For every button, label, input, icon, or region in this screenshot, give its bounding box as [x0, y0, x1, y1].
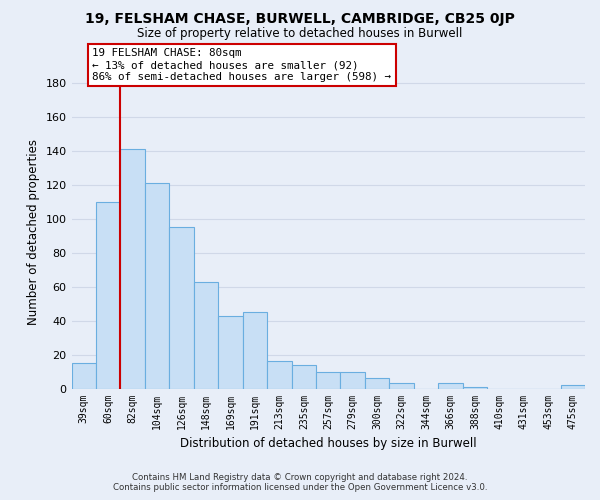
Bar: [71, 363, 96, 388]
Bar: [292, 365, 316, 388]
Bar: [267, 362, 292, 388]
Bar: [463, 387, 487, 388]
Text: 19, FELSHAM CHASE, BURWELL, CAMBRIDGE, CB25 0JP: 19, FELSHAM CHASE, BURWELL, CAMBRIDGE, C…: [85, 12, 515, 26]
Bar: [242, 312, 267, 388]
Bar: [218, 316, 242, 388]
Bar: [194, 282, 218, 389]
Bar: [316, 372, 340, 388]
Bar: [169, 228, 194, 388]
Text: 19 FELSHAM CHASE: 80sqm
← 13% of detached houses are smaller (92)
86% of semi-de: 19 FELSHAM CHASE: 80sqm ← 13% of detache…: [92, 48, 391, 82]
Bar: [121, 150, 145, 388]
X-axis label: Distribution of detached houses by size in Burwell: Distribution of detached houses by size …: [180, 437, 476, 450]
Bar: [560, 385, 585, 388]
Bar: [145, 184, 169, 388]
Y-axis label: Number of detached properties: Number of detached properties: [27, 138, 40, 324]
Bar: [389, 384, 414, 388]
Bar: [438, 384, 463, 388]
Text: Contains HM Land Registry data © Crown copyright and database right 2024.
Contai: Contains HM Land Registry data © Crown c…: [113, 473, 487, 492]
Bar: [365, 378, 389, 388]
Text: Size of property relative to detached houses in Burwell: Size of property relative to detached ho…: [137, 28, 463, 40]
Bar: [340, 372, 365, 388]
Bar: [96, 202, 121, 388]
